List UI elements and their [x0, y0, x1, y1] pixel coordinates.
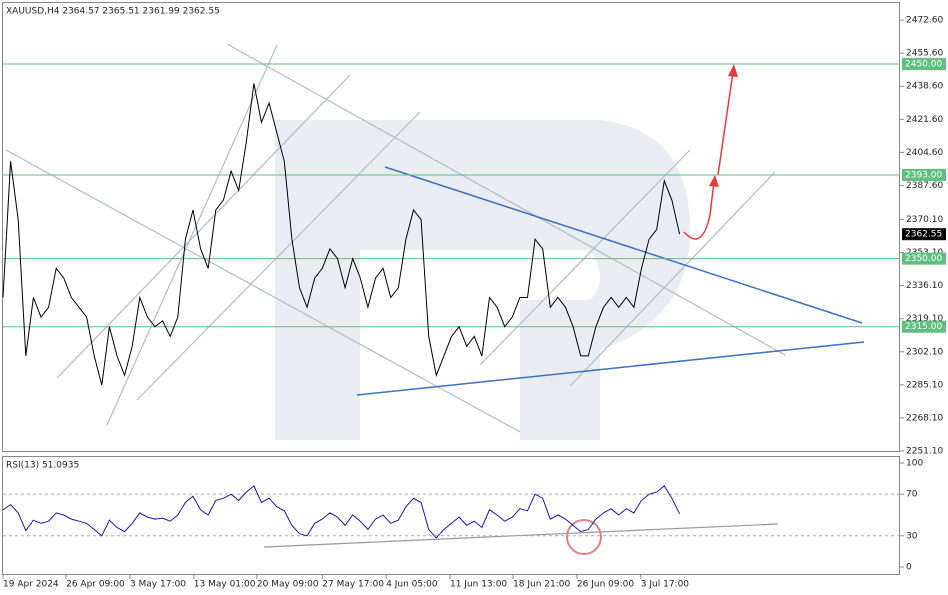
blue-trend-line: [384, 166, 863, 324]
trend-line: [106, 44, 278, 426]
x-tick-label: 26 Apr 09:00: [66, 580, 125, 590]
level-label: 2450.00: [905, 60, 942, 70]
y-tick-label: 30: [906, 531, 918, 541]
forecast-arrows: [566, 71, 734, 555]
last-price-box: [902, 228, 946, 241]
last-price-label: 2362.55: [905, 230, 942, 240]
y-tick-label: 2319.10: [906, 314, 943, 324]
x-tick-label: 3 May 17:00: [130, 580, 186, 590]
x-tick-label: 3 Jul 17:00: [641, 580, 690, 590]
x-tick-label: 26 Jun 09:00: [577, 580, 634, 590]
series-line: [2, 485, 681, 539]
y-tick-label: 100: [906, 458, 923, 468]
y-tick-label: 2387.60: [906, 181, 943, 191]
forecast-arrow: [683, 181, 715, 240]
x-tick-label: 27 May 17:00: [322, 580, 384, 590]
blue-trend-line: [356, 341, 865, 396]
arrow-head: [728, 64, 738, 77]
y-tick-label: 70: [906, 490, 918, 500]
trend-line: [5, 149, 521, 433]
y-tick-label: 2421.60: [906, 115, 943, 125]
y-tick-label: 2404.60: [906, 148, 943, 158]
level-label-box: [902, 168, 946, 181]
level-label: 2350.00: [905, 254, 942, 264]
x-tick-label: 11 Jun 13:00: [450, 580, 507, 590]
y-tick-label: 2472.60: [906, 16, 943, 26]
y-tick-label: 0: [906, 562, 912, 572]
y-tick-label: 2285.10: [906, 380, 943, 390]
level-label-box: [902, 58, 946, 71]
level-label: 2393.00: [905, 170, 942, 180]
highlight-circle: [566, 519, 602, 555]
series-line: [2, 83, 681, 386]
x-tick-label: 20 May 09:00: [257, 580, 319, 590]
trend-line: [136, 111, 421, 401]
level-label-box: [902, 320, 946, 333]
chart-title: XAUUSD,H4 2364.57 2365.51 2361.99 2362.5…: [6, 7, 220, 17]
watermark: [275, 120, 690, 440]
x-tick-label: 13 May 01:00: [194, 580, 256, 590]
y-tick-label: 2268.10: [906, 413, 943, 423]
y-tick-label: 2455.60: [906, 49, 943, 59]
level-label-box: [902, 252, 946, 265]
level-label: 2315.00: [905, 322, 942, 332]
trend-line: [479, 149, 691, 366]
x-tick-label: 4 Jun 05:00: [386, 580, 438, 590]
main-panel-border: [2, 2, 900, 452]
rsi-title: RSI(13) 51.0935: [6, 461, 79, 471]
y-tick-label: 2336.10: [906, 281, 943, 291]
trend-line: [569, 171, 776, 387]
trend-line: [226, 43, 786, 356]
arrow-head: [709, 175, 719, 187]
y-tick-label: 2302.10: [906, 347, 943, 357]
x-tick-label: 18 Jun 21:00: [513, 580, 570, 590]
y-tick-label: 2370.10: [906, 215, 943, 225]
forecast-arrow: [717, 71, 734, 176]
rsi-panel-border: [2, 456, 900, 575]
y-tick-label: 2438.60: [906, 82, 943, 92]
y-tick-label: 2251.10: [906, 447, 943, 457]
trend-line: [56, 74, 351, 379]
x-tick-label: 19 Apr 2024: [3, 580, 59, 590]
